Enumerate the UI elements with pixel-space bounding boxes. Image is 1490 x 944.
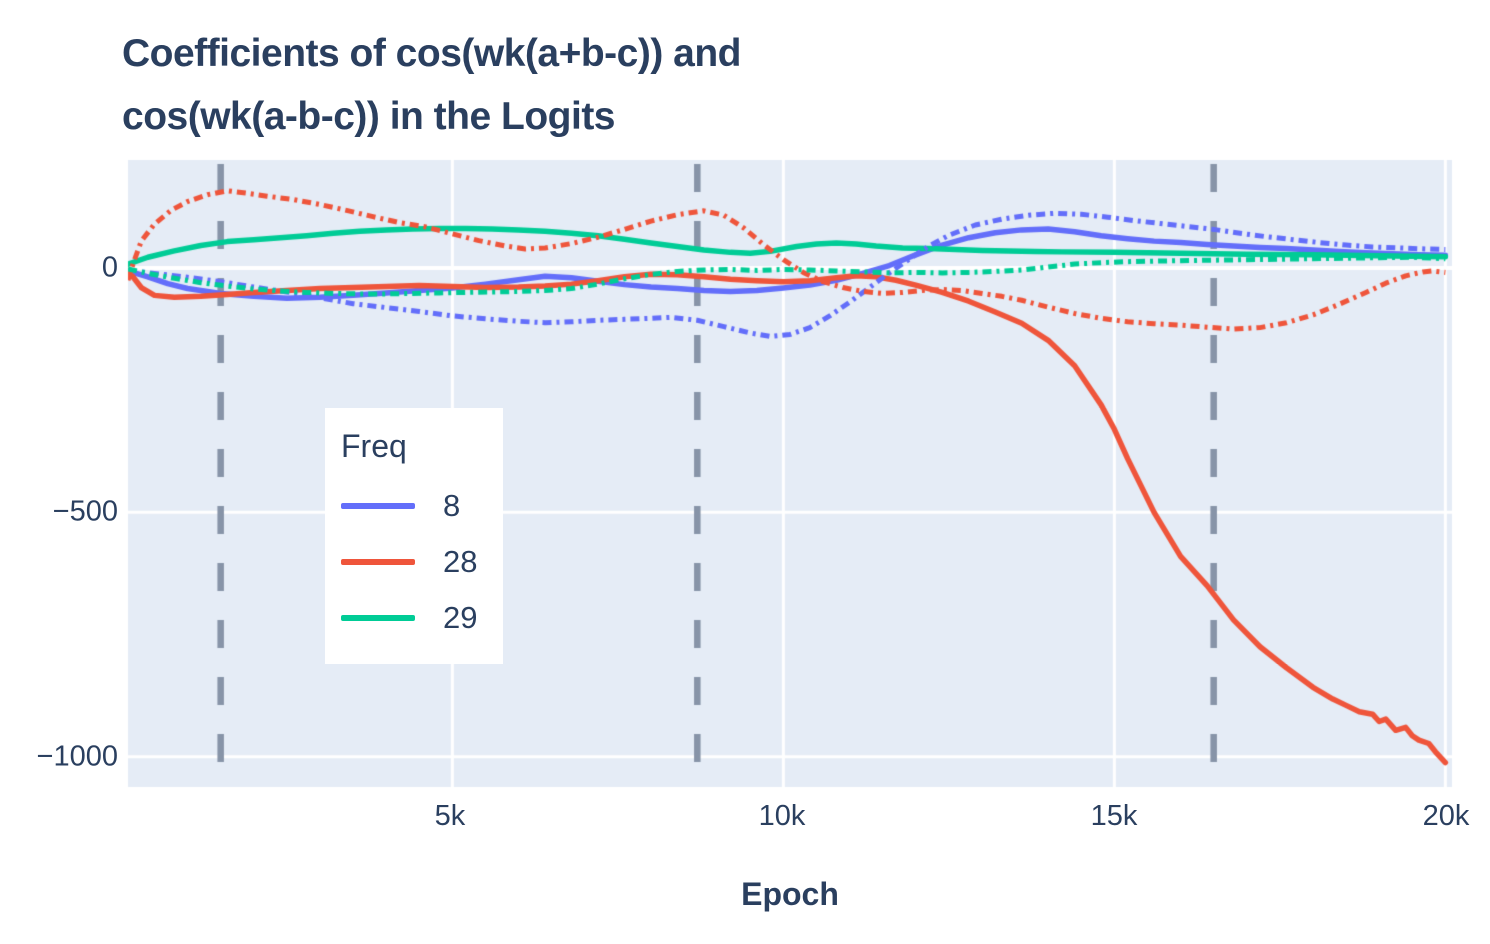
x-tick-label-15k: 15k xyxy=(1090,800,1138,832)
y-tick-label-0: 0 xyxy=(101,251,118,284)
chart-title: Coefficients of cos(wk(a+b-c)) and cos(w… xyxy=(122,22,742,148)
legend-item-freq-29[interactable]: 29 xyxy=(325,596,503,640)
y-tick-label-neg1000: −1000 xyxy=(36,740,118,773)
legend: Freq 8 28 29 xyxy=(325,408,503,664)
legend-swatch-freq-28 xyxy=(341,559,415,565)
legend-item-freq-8[interactable]: 8 xyxy=(325,484,503,528)
chart-title-line1: Coefficients of cos(wk(a+b-c)) and xyxy=(122,32,742,75)
x-tick-label-10k: 10k xyxy=(758,800,806,832)
legend-label-freq-29: 29 xyxy=(443,600,478,635)
x-tick-label-5k: 5k xyxy=(434,800,466,832)
legend-item-freq-28[interactable]: 28 xyxy=(325,540,503,584)
legend-title: Freq xyxy=(341,428,407,464)
legend-swatch-freq-29 xyxy=(341,615,415,621)
legend-label-freq-8: 8 xyxy=(443,488,461,523)
legend-label-freq-28: 28 xyxy=(443,544,478,579)
legend-swatch-freq-8 xyxy=(341,503,415,509)
chart-title-line2: cos(wk(a-b-c)) in the Logits xyxy=(122,95,616,138)
y-tick-label-neg500: −500 xyxy=(52,495,118,528)
x-axis-title: Epoch xyxy=(741,876,839,912)
x-tick-label-20k: 20k xyxy=(1422,800,1470,832)
